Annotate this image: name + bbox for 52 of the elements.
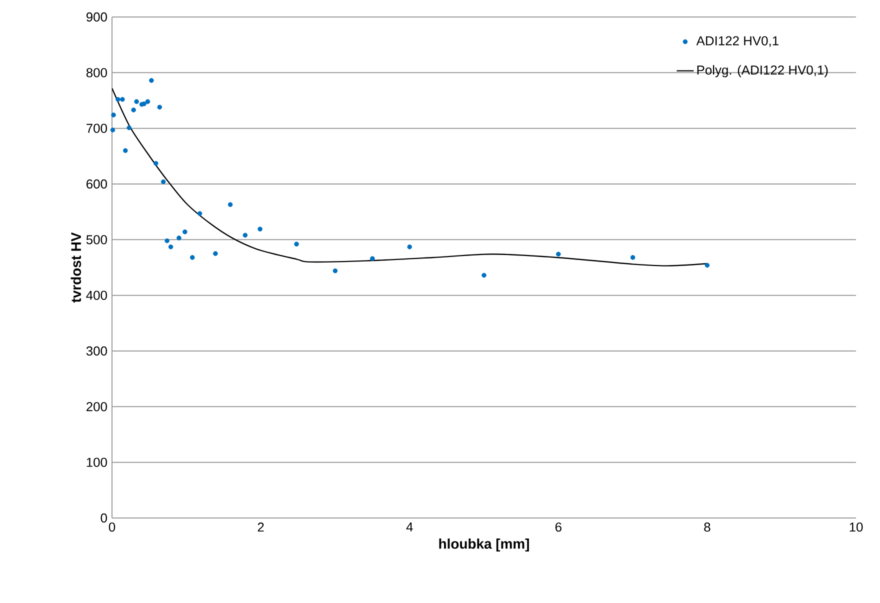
x-tick-label: 8 (704, 522, 710, 532)
y-tick-label: 300 (86, 346, 107, 356)
point (228, 202, 233, 207)
point (168, 244, 174, 250)
point (154, 161, 158, 166)
x-tick-label: 2 (258, 522, 264, 532)
y-tick-label: 500 (86, 235, 107, 244)
x-tick-label: 6 (555, 522, 562, 532)
point (142, 101, 146, 106)
y-tick-label: 200 (86, 402, 107, 412)
point (407, 244, 412, 250)
point (630, 255, 636, 260)
x-tick-label: 10 (850, 522, 863, 532)
point (197, 211, 202, 216)
point (157, 104, 162, 110)
point (149, 78, 154, 83)
x-axis-title: hloubka [mm] (439, 538, 529, 552)
point (126, 125, 132, 130)
point (482, 272, 486, 278)
y-tick-label: 600 (86, 179, 107, 189)
point (332, 268, 338, 274)
y-tick-label: 800 (86, 68, 107, 78)
point (116, 96, 120, 102)
point (704, 262, 710, 268)
point (145, 99, 150, 104)
legend-label: Polyg. (ADI122 HV0,1) (697, 65, 828, 78)
point (164, 238, 170, 244)
y-axis-title: tvrdost HV (70, 232, 82, 303)
point (190, 255, 195, 260)
point (110, 128, 116, 132)
x-tick-label: 4 (406, 522, 413, 532)
point (370, 256, 375, 261)
point (294, 242, 299, 247)
point (120, 96, 125, 102)
y-tick-label: 400 (86, 290, 107, 300)
point (556, 252, 561, 257)
point (258, 226, 262, 232)
y-tick-label: 100 (86, 458, 107, 467)
point (160, 179, 166, 184)
point (111, 112, 116, 118)
point (213, 251, 218, 256)
y-tick-label: 700 (86, 124, 107, 133)
point (134, 99, 139, 104)
point (242, 232, 248, 238)
y-tick-label: 0 (100, 513, 107, 523)
point (182, 229, 188, 234)
legend-label: ADI122 HV0,1 (696, 36, 778, 47)
point (131, 108, 136, 112)
point (123, 148, 128, 153)
y-tick-label: 900 (86, 12, 107, 22)
point (176, 236, 182, 240)
x-tick-label: 0 (108, 522, 116, 532)
